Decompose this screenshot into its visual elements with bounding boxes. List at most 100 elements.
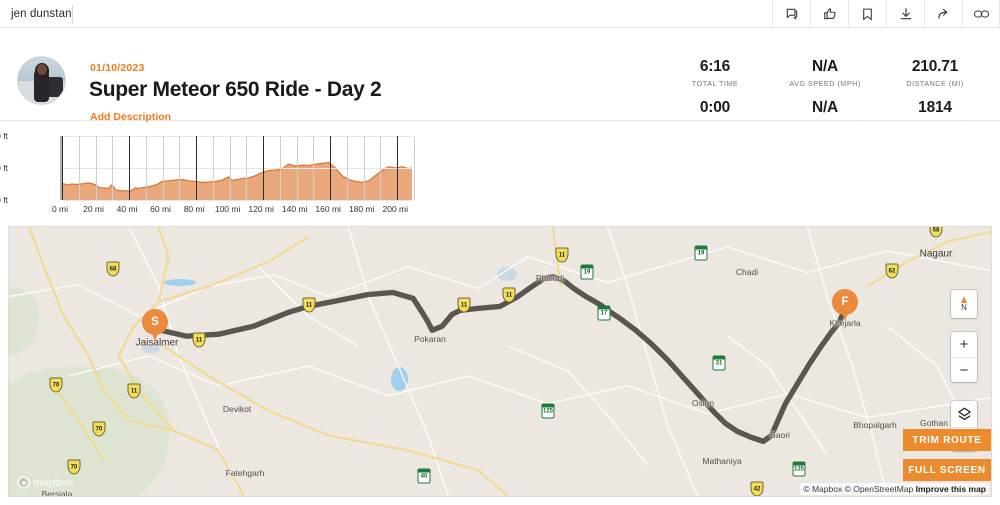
pin-label: F	[832, 289, 858, 315]
map-place-label: Khejarla	[829, 318, 861, 328]
chart-x-tick-label: 40 mi	[116, 204, 138, 214]
shield-number: 11	[305, 302, 313, 308]
shield-number: 11	[505, 292, 513, 298]
avatar[interactable]	[18, 57, 65, 104]
stat-label: AVG SPEED (MPH)	[789, 79, 861, 88]
chart-gridline	[263, 136, 265, 200]
chart-x-tick-label: 160 mi	[315, 204, 341, 214]
shield-background	[302, 297, 316, 313]
chart-x-tick-label: 60 mi	[150, 204, 171, 214]
attribution-osm[interactable]: © OpenStreetMap	[844, 484, 914, 494]
bookmark-icon	[863, 8, 872, 21]
shield-number: 17	[600, 310, 608, 316]
share-button[interactable]	[924, 0, 962, 27]
chart-gridline	[346, 136, 348, 200]
shield-number: 62	[888, 268, 896, 274]
thumbs-up-icon	[823, 7, 836, 19]
map-zoom-in-button[interactable]: +	[959, 336, 969, 353]
elevation-area-path	[62, 161, 412, 200]
chart-x-tick-label: 20 mi	[83, 204, 104, 214]
tab-divider	[72, 5, 73, 23]
map-route-shield: 70	[49, 377, 63, 393]
shield-number: 11	[195, 337, 203, 343]
stat-label: DISTANCE (MI)	[906, 79, 964, 88]
stat-value: N/A	[811, 99, 839, 116]
map-place-label: Bersiala	[41, 489, 73, 497]
full-screen-button[interactable]: FULL SCREEN	[903, 459, 991, 481]
shield-number: 19	[697, 250, 705, 256]
map-place-label: Bhopalgarh	[853, 420, 897, 430]
shield-number: 70	[70, 464, 78, 470]
elevation-chart: 500 ft 1,000 ft 1,500 ft 0 mi 20 mi 40 mi 60 m…	[0, 130, 415, 222]
chart-x-tick-label: 100 mi	[214, 204, 241, 214]
layers-icon	[957, 407, 971, 420]
add-description-link[interactable]: Add Description	[90, 111, 172, 123]
comment-icon	[786, 8, 797, 20]
shield-number: 19	[583, 269, 591, 275]
avatar-motorcycle	[47, 76, 63, 97]
chart-gridline	[62, 200, 412, 201]
map-place-label: Jaisalmer	[135, 337, 179, 349]
elevation-plot[interactable]	[60, 136, 415, 201]
map-route-shield: 11	[457, 297, 471, 313]
chart-y-tick-label: 1,000 ft	[0, 163, 8, 173]
action-toolbar	[772, 0, 1000, 27]
stats-row-1: 6:16 TOTAL TIME N/A AVG SPEED (MPH) 210.…	[660, 58, 990, 88]
map-layers-button[interactable]	[951, 401, 977, 427]
chart-y-tick-label: 1,500 ft	[0, 131, 8, 141]
comment-button[interactable]	[772, 0, 810, 27]
map-place-label: Gothan	[920, 418, 948, 428]
shield-background	[106, 261, 120, 277]
attribution-mapbox[interactable]: © Mapbox	[803, 484, 843, 494]
bookmark-button[interactable]	[848, 0, 886, 27]
stat-value: N/A	[811, 58, 839, 75]
shield-number: 70	[52, 382, 60, 388]
attribution-improve-link[interactable]: Improve this map	[915, 484, 986, 494]
avatar-head	[37, 63, 47, 75]
map-route-shield: 58	[929, 227, 943, 238]
chart-gridline	[162, 136, 164, 200]
shield-background	[885, 263, 899, 279]
map-vector-layer	[9, 227, 991, 496]
map-route-shield: 11	[192, 332, 206, 348]
map-place-label: Pokaran	[414, 334, 446, 344]
download-button[interactable]	[886, 0, 924, 27]
map-route-shield: 40	[417, 468, 431, 484]
like-button[interactable]	[810, 0, 848, 27]
map-highways-yellow	[27, 227, 991, 496]
map-finish-marker[interactable]: F	[832, 289, 858, 323]
map-route	[157, 273, 846, 445]
chart-gridline	[380, 136, 382, 200]
top-bar: jen dunstan	[0, 0, 1000, 28]
copy-link-button[interactable]	[962, 0, 1000, 27]
compass-needle-icon	[961, 296, 967, 303]
map-zoom-out-button[interactable]: −	[951, 357, 977, 382]
map-place-label: Fatehgarh	[225, 468, 265, 478]
map-compass-button[interactable]: N	[951, 290, 977, 318]
map-place-label: Phalodi	[535, 273, 565, 283]
map-route-shield: 19	[580, 264, 594, 280]
map-route-shield: 31	[712, 355, 726, 371]
map-water	[164, 279, 196, 286]
chart-gridline	[179, 136, 181, 200]
shield-background	[929, 227, 943, 238]
shield-number: 68	[109, 266, 117, 272]
mapbox-logo[interactable]: mapbox	[17, 476, 74, 489]
pin-label: S	[142, 309, 168, 335]
user-tab[interactable]: jen dunstan	[9, 0, 83, 27]
chart-gridline	[62, 168, 412, 169]
map-zoom-controls[interactable]: + −	[951, 332, 977, 382]
map-route-shield: 125	[792, 461, 806, 477]
chart-gridline	[246, 136, 248, 200]
stat-value: 0:00	[699, 99, 731, 116]
route-map[interactable]: Jaisalmer Pokaran Phalodi Chadi Nagaur K…	[8, 226, 992, 497]
shield-number: 11	[130, 388, 138, 394]
stat-value: 6:16	[699, 58, 731, 75]
page-title: Super Meteor 650 Ride - Day 2	[89, 78, 382, 101]
stat-value: 210.71	[911, 58, 959, 75]
trim-route-button[interactable]: TRIM ROUTE	[903, 429, 991, 451]
map-start-marker[interactable]: S	[142, 309, 168, 343]
user-tab-label: jen dunstan	[11, 7, 72, 20]
compass-label: N	[961, 303, 967, 312]
